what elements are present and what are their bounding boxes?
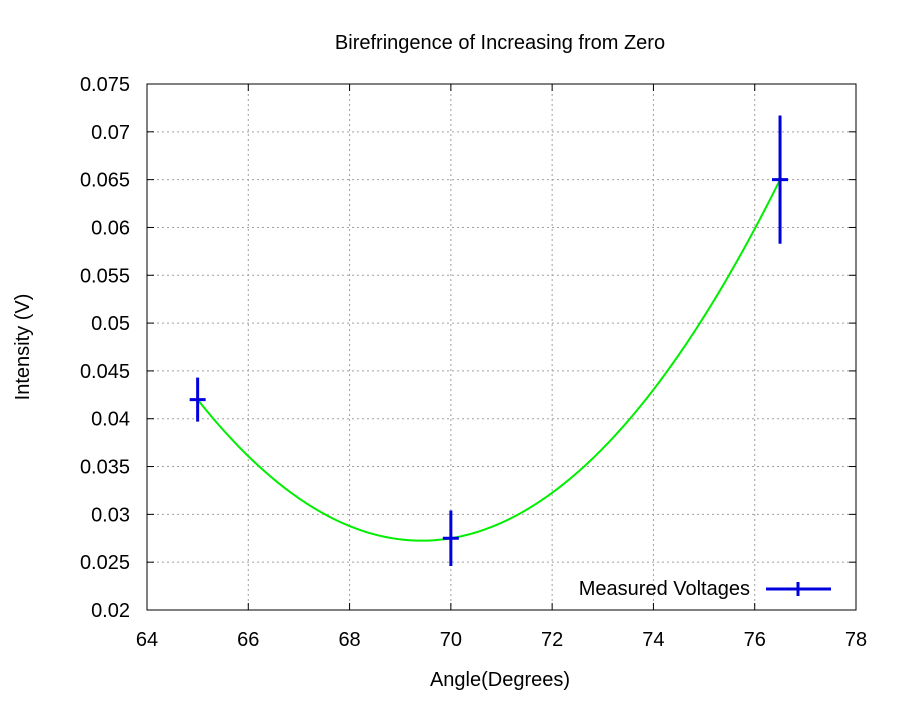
- x-tick-labels: 64 66 68 70 72 74 76 78: [136, 629, 867, 651]
- y-tick-label: 0.055: [80, 265, 130, 287]
- data-points-layer: [189, 115, 789, 567]
- y-tick-label: 0.065: [80, 170, 130, 192]
- x-tick-label: 68: [338, 629, 360, 651]
- y-tick-label: 0.025: [80, 552, 130, 574]
- y-tick-labels: 0.02 0.025 0.03 0.035 0.04 0.045 0.05 0.055 0.06…: [80, 74, 130, 622]
- y-tick-label: 0.07: [91, 122, 130, 144]
- y-axis-label: Intensity (V): [12, 294, 34, 401]
- data-point: [442, 510, 459, 567]
- grid: [147, 84, 856, 610]
- data-point: [189, 377, 206, 422]
- y-tick-label: 0.075: [80, 74, 130, 96]
- x-axis-label: Angle(Degrees): [430, 669, 570, 691]
- y-tick-label: 0.035: [80, 457, 130, 479]
- x-tick-label: 64: [136, 629, 158, 651]
- chart-title: Birefringence of Increasing from Zero: [335, 32, 665, 54]
- y-tick-label: 0.03: [91, 504, 130, 526]
- x-tick-label: 74: [642, 629, 664, 651]
- plot-frame: [146, 83, 857, 611]
- ticks: [146, 83, 857, 611]
- data-point: [772, 115, 789, 244]
- fit-curve: [196, 179, 781, 542]
- fit-curve-layer: [196, 179, 781, 542]
- y-tick-label: 0.04: [91, 409, 130, 431]
- x-tick-label: 78: [845, 629, 867, 651]
- y-tick-label: 0.06: [91, 217, 130, 239]
- y-tick-label: 0.045: [80, 361, 130, 383]
- legend: Measured Voltages: [579, 578, 831, 600]
- legend-label: Measured Voltages: [579, 578, 750, 600]
- x-tick-label: 76: [744, 629, 766, 651]
- x-tick-label: 66: [237, 629, 259, 651]
- y-tick-label: 0.02: [91, 600, 130, 622]
- legend-swatch: [766, 582, 831, 596]
- y-tick-label: 0.05: [91, 313, 130, 335]
- x-tick-label: 70: [440, 629, 462, 651]
- x-tick-label: 72: [541, 629, 563, 651]
